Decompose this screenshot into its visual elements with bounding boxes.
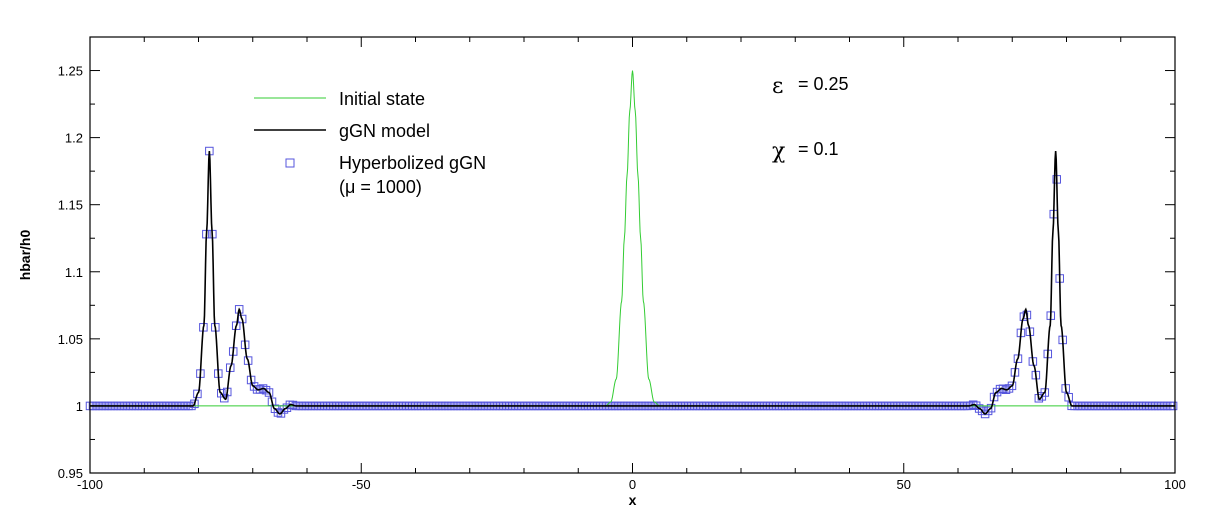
hyperbolized-ggn-marker: [249, 382, 259, 391]
initial-state-line: [90, 70, 1175, 407]
hyperbolized-ggn-marker: [282, 403, 292, 412]
annotations: ε = 0.25 χ = 0.1: [772, 74, 849, 164]
hyperbolized-ggn-marker: [193, 389, 202, 399]
axes-layer: -100 -50 0 50 100 0.95 1 1.05 1.1 1.15 1.2 1.25: [58, 37, 1186, 492]
y-tick-label: 1.25: [58, 64, 83, 79]
x-tick-label: 0: [629, 477, 636, 492]
y-tick-label: 1.1: [65, 265, 83, 280]
hyperbolized-ggn-marker: [220, 393, 229, 403]
series-layer: [85, 70, 1178, 419]
legend-swatch-hyperbolized-ggn: [285, 158, 295, 168]
y-tick-label: 1.2: [65, 131, 83, 146]
chi-symbol: χ: [772, 139, 785, 164]
epsilon-symbol: ε: [772, 74, 783, 99]
hyperbolized-ggn-marker: [989, 392, 999, 402]
hyperbolized-ggn-marker: [977, 406, 987, 416]
legend-label-hyperbolized-ggn: Hyperbolized gGN: [339, 153, 486, 173]
y-tick-label: 1: [76, 399, 83, 414]
x-axis-label: x: [629, 492, 637, 508]
hyperbolized-ggn-marker: [986, 403, 996, 413]
hyperbolized-ggn-marker: [234, 305, 244, 314]
epsilon-value: = 0.25: [798, 74, 849, 94]
legend-label-initial-state: Initial state: [339, 89, 425, 109]
legend-label-ggn-model: gGN model: [339, 121, 430, 141]
hyperbolized-ggn-marker: [217, 388, 226, 398]
hyperbolized-ggn-marker: [1004, 384, 1014, 393]
ggn-model-line: [90, 150, 1175, 415]
hyperbolized-ggn-marker: [983, 406, 993, 416]
x-tick-label: -100: [77, 477, 103, 492]
hyperbolized-ggn-marker: [261, 385, 271, 395]
legend: Initial state gGN model Hyperbolized gGN…: [254, 89, 486, 197]
hyperbolized-ggn-marker: [974, 404, 984, 413]
legend-label-hyperbolized-ggn-mu: (μ = 1000): [339, 177, 422, 197]
y-tick-label: 1.05: [58, 332, 83, 347]
x-tick-label: 50: [897, 477, 911, 492]
hyperbolized-ggn-marker: [980, 409, 990, 419]
hyperbolized-ggn-marker: [264, 388, 274, 397]
y-axis-label: hbar/h0: [17, 230, 33, 281]
x-tick-label: -50: [352, 477, 371, 492]
y-tick-label: 0.95: [58, 466, 83, 481]
hyperbolized-ggn-marker: [1007, 381, 1017, 391]
hyperbolized-ggn-marker: [1064, 392, 1073, 402]
hyperbolized-ggn-marker: [190, 399, 199, 409]
x-tick-label: 100: [1164, 477, 1186, 492]
y-tick-label: 1.15: [58, 198, 83, 213]
chi-value: = 0.1: [798, 139, 839, 159]
